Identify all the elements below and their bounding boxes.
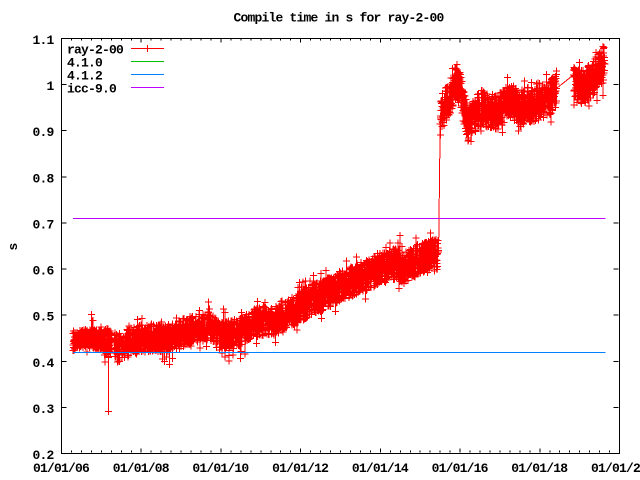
svg-text:01/01/06: 01/01/06 (33, 461, 90, 476)
svg-text:01/01/08: 01/01/08 (113, 461, 170, 476)
svg-text:1: 1 (46, 79, 54, 94)
svg-text:s: s (6, 243, 21, 251)
svg-text:4.1.2: 4.1.2 (67, 69, 103, 84)
svg-text:0.7: 0.7 (32, 217, 53, 232)
svg-text:0.6: 0.6 (32, 264, 54, 279)
svg-text:Compile time in s for ray-2-00: Compile time in s for ray-2-00 (233, 11, 444, 26)
svg-text:0.2: 0.2 (32, 448, 54, 463)
svg-text:01/01/20: 01/01/20 (591, 461, 640, 476)
svg-text:0.4: 0.4 (32, 356, 54, 371)
svg-text:01/01/12: 01/01/12 (272, 461, 329, 476)
svg-text:0.8: 0.8 (32, 171, 54, 186)
svg-text:4.1.0: 4.1.0 (67, 56, 103, 71)
svg-text:ray-2-00: ray-2-00 (67, 43, 124, 58)
svg-text:0.5: 0.5 (32, 310, 54, 325)
svg-text:0.9: 0.9 (32, 125, 54, 140)
svg-text:01/01/10: 01/01/10 (192, 461, 249, 476)
svg-text:01/01/16: 01/01/16 (432, 461, 489, 476)
svg-text:01/01/18: 01/01/18 (511, 461, 568, 476)
svg-text:icc-9.0: icc-9.0 (67, 82, 117, 97)
svg-text:1.1: 1.1 (32, 33, 54, 48)
svg-text:0.3: 0.3 (32, 402, 54, 417)
svg-text:01/01/14: 01/01/14 (352, 461, 409, 476)
